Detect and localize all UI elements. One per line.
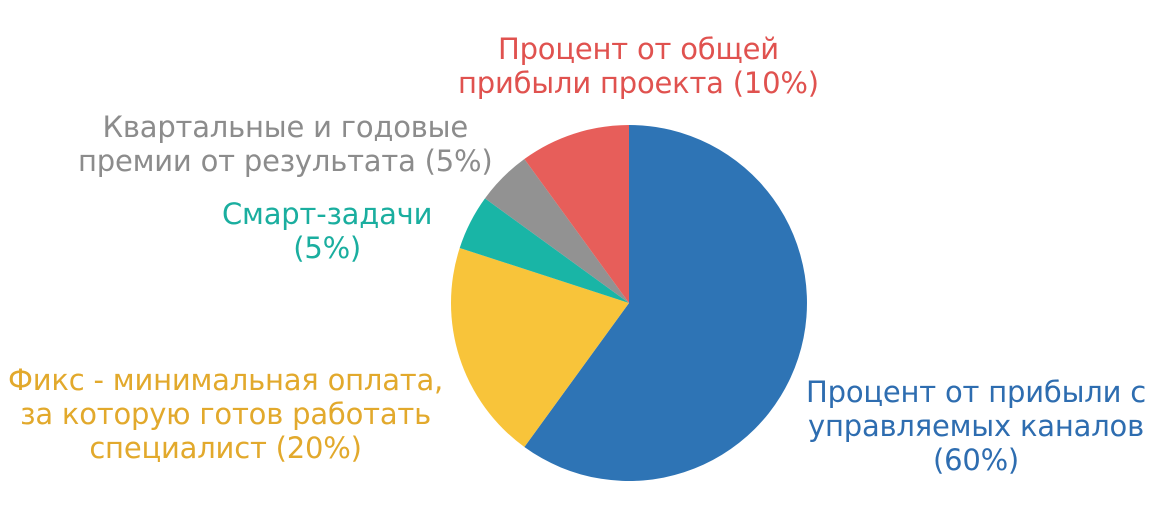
pie-slices bbox=[450, 125, 807, 482]
slice-label-fix-line-3: специалист (20%) bbox=[89, 431, 362, 465]
slice-label-fix: Фикс - минимальная оплата, за которую го… bbox=[8, 363, 443, 465]
slice-label-channels: Процент от прибыли с управляемых каналов… bbox=[806, 375, 1146, 477]
slice-label-smart-line-2: (5%) bbox=[293, 231, 362, 265]
slice-label-channels-line-1: Процент от прибыли с bbox=[806, 375, 1147, 409]
slice-label-project-line-2: прибыли проекта (10%) bbox=[458, 66, 819, 100]
pie-slice-fix bbox=[450, 247, 629, 448]
pie-slice-channels bbox=[524, 125, 807, 482]
slice-label-bonus-line-2: премии от результата (5%) bbox=[78, 144, 493, 178]
slice-label-smart: Смарт-задачи (5%) bbox=[222, 197, 432, 265]
slice-label-project-line-1: Процент от общей bbox=[497, 32, 779, 66]
slice-label-channels-line-2: управляемых каналов bbox=[808, 409, 1144, 443]
slice-label-bonus: Квартальные и годовые премии от результа… bbox=[78, 110, 493, 178]
pie-slice-smart bbox=[459, 198, 629, 303]
slice-label-project: Процент от общей прибыли проекта (10%) bbox=[458, 32, 819, 100]
slice-label-smart-line-1: Смарт-задачи bbox=[222, 197, 433, 231]
slice-label-bonus-line-1: Квартальные и годовые bbox=[102, 110, 469, 144]
pie-slice-bonus bbox=[484, 158, 629, 303]
slice-label-fix-line-2: за которую готов работать bbox=[20, 397, 431, 431]
slice-label-fix-line-1: Фикс - минимальная оплата, bbox=[8, 363, 444, 397]
pie-slice-project bbox=[524, 125, 629, 303]
slice-label-channels-line-3: (60%) bbox=[932, 443, 1020, 477]
